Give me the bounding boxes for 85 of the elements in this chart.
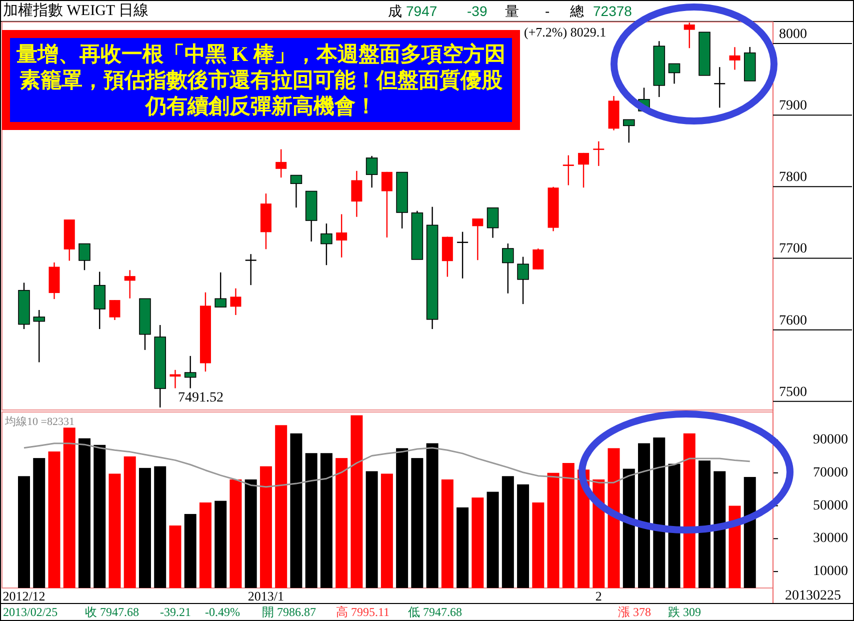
bar xyxy=(260,466,272,588)
bar xyxy=(94,444,106,588)
bar xyxy=(592,479,605,588)
bar xyxy=(108,474,121,588)
bar xyxy=(184,514,196,588)
text: - xyxy=(545,3,550,19)
x-tick-label: 2 xyxy=(595,588,602,604)
y-tick-label: 7800 xyxy=(779,170,807,186)
text: 開 7986.87 xyxy=(262,605,316,619)
bar xyxy=(698,460,711,588)
text: 7947 xyxy=(406,3,438,19)
x-tick-label: 2013/1 xyxy=(248,588,284,604)
y-tick-label: 50000 xyxy=(813,498,848,514)
bar xyxy=(486,492,499,588)
bar xyxy=(305,453,318,588)
text: 量 xyxy=(505,3,519,19)
bar xyxy=(547,472,560,588)
text: -39.21 xyxy=(160,605,191,619)
bar xyxy=(320,453,332,588)
bar xyxy=(63,428,76,588)
text: 成 xyxy=(388,3,402,19)
bar xyxy=(18,476,30,588)
bar xyxy=(714,471,726,588)
bar xyxy=(608,448,620,588)
text: 20130225 xyxy=(785,588,841,604)
y-tick-label: 7700 xyxy=(779,242,807,257)
bar xyxy=(744,476,756,588)
bar xyxy=(48,451,60,588)
text: 低 7947.68 xyxy=(408,605,462,619)
bar xyxy=(244,479,257,588)
bar xyxy=(199,502,212,588)
bar xyxy=(517,484,530,588)
text: 漲 378 xyxy=(618,605,651,619)
bar xyxy=(336,458,348,588)
y-tick-label: 90000 xyxy=(813,432,848,448)
bar xyxy=(124,456,136,588)
bar xyxy=(532,502,544,588)
bar xyxy=(456,507,469,588)
y-tick-label: 7600 xyxy=(779,313,807,328)
bar xyxy=(653,437,666,588)
y-tick-label: 7900 xyxy=(779,98,807,114)
y-tick-label: 7500 xyxy=(779,384,807,400)
bar xyxy=(380,474,393,588)
annotation: 均線10 =82331 xyxy=(4,416,74,428)
bar xyxy=(411,458,424,588)
bar xyxy=(441,479,454,588)
bar xyxy=(622,468,635,588)
bar xyxy=(290,433,302,588)
bar xyxy=(154,466,166,588)
x-tick-label: 2012/12 xyxy=(2,588,46,604)
line-series xyxy=(23,442,751,488)
y-tick-label: 70000 xyxy=(813,465,848,480)
bar xyxy=(638,443,650,588)
bar xyxy=(396,448,408,588)
bar xyxy=(275,425,288,588)
bar xyxy=(33,458,46,588)
bar xyxy=(562,462,574,588)
bar xyxy=(683,433,696,588)
bar xyxy=(366,471,378,588)
text: 跌 309 xyxy=(668,605,701,619)
bar xyxy=(350,415,363,588)
y-tick-label: 30000 xyxy=(813,531,848,546)
bar xyxy=(78,438,90,588)
bar xyxy=(728,506,741,588)
chart-title: 加權指數 WEIGT 日線 xyxy=(3,2,149,19)
text: 72378 xyxy=(593,3,632,19)
annotation: 量增、再收一根「中黑 K 棒」，本週盤面多項空方因素籠罩，預估指數後市還有拉回可能！但盤面質優股仍有續創反彈新高機會！ xyxy=(2,30,520,130)
y-tick-label: 10000 xyxy=(813,564,848,580)
bar xyxy=(668,464,680,588)
bar xyxy=(214,500,227,588)
y-tick-label: 8000 xyxy=(779,26,807,42)
text: 2013/02/25 xyxy=(3,605,58,619)
bar xyxy=(472,498,484,588)
annotation: (+7.2%) 8029.1 xyxy=(524,24,606,40)
bar xyxy=(502,476,514,588)
text: 收 7947.68 xyxy=(85,605,139,619)
text: -39 xyxy=(467,3,488,19)
text: -0.49% xyxy=(205,605,240,619)
bar xyxy=(426,443,438,588)
text: 高 7995.11 xyxy=(336,605,390,619)
annotation: 7491.52 xyxy=(178,390,224,406)
bar xyxy=(169,525,182,588)
text: 總 xyxy=(569,3,584,19)
bar xyxy=(138,468,151,588)
bar xyxy=(230,479,242,588)
